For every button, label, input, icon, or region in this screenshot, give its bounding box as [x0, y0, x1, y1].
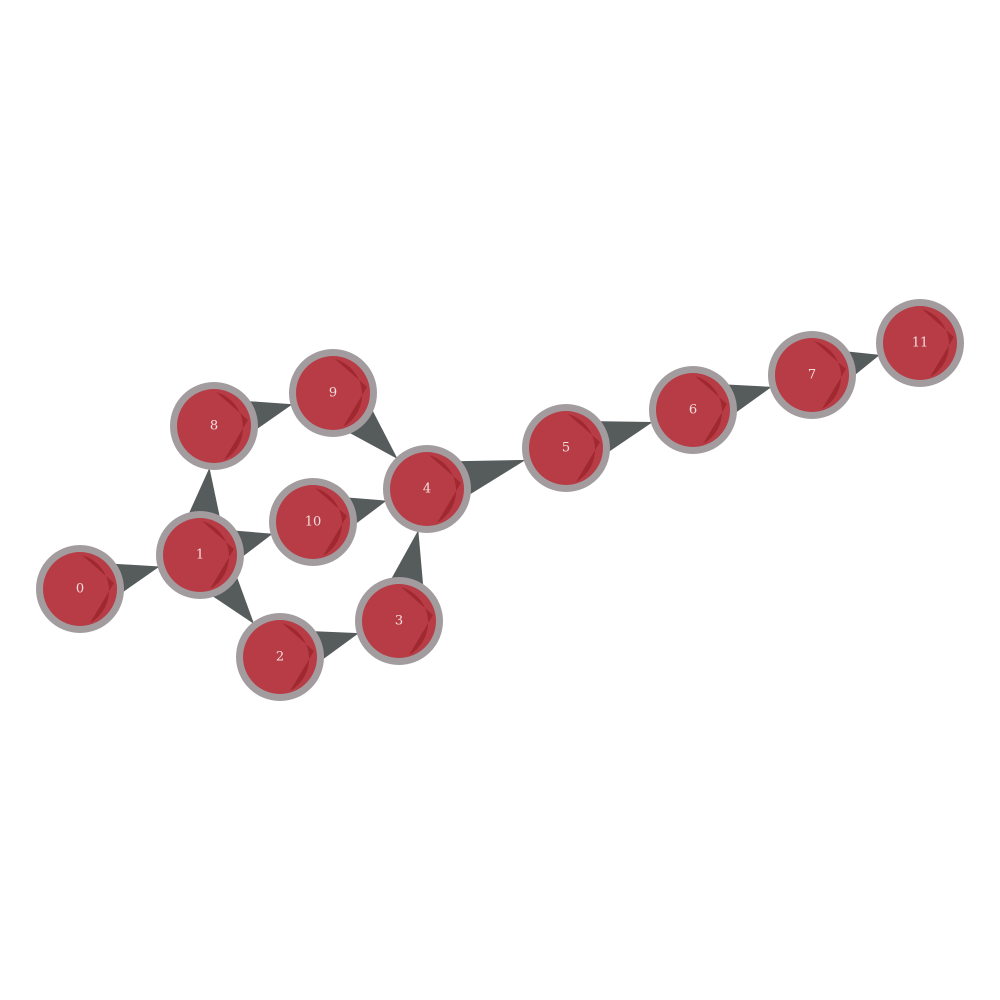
node-10[interactable]: 10 [269, 478, 357, 566]
node-label: 3 [395, 614, 403, 629]
node-shade [82, 555, 114, 623]
node-6[interactable]: 6 [649, 366, 737, 454]
node-shade [814, 341, 846, 409]
node-label: 7 [808, 368, 816, 383]
node-label: 9 [329, 386, 337, 401]
node-4[interactable]: 4 [383, 445, 471, 533]
node-body [883, 306, 957, 380]
node-1[interactable]: 1 [156, 511, 244, 599]
node-label: 0 [76, 582, 84, 597]
node-body [163, 518, 237, 592]
node-shade [202, 521, 234, 589]
node-body [362, 584, 436, 658]
node-label: 11 [912, 336, 929, 351]
node-shade [429, 455, 461, 523]
node-11[interactable]: 11 [876, 299, 964, 387]
node-shade [282, 623, 314, 691]
node-shade [922, 309, 954, 377]
node-shade [315, 488, 347, 556]
nodes-layer: 0 1 2 3 4 5 6 7 8 9 10 11 [36, 299, 964, 701]
node-body [243, 620, 317, 694]
node-shade [568, 414, 600, 482]
node-body [775, 338, 849, 412]
node-shade [401, 587, 433, 655]
node-body [276, 485, 350, 559]
node-body [656, 373, 730, 447]
node-body [43, 552, 117, 626]
node-label: 5 [562, 441, 570, 456]
node-shade [695, 376, 727, 444]
node-7[interactable]: 7 [768, 331, 856, 419]
node-body [177, 389, 251, 463]
node-label: 10 [305, 515, 322, 530]
node-shade [216, 392, 248, 460]
node-label: 2 [276, 650, 284, 665]
node-label: 8 [210, 419, 218, 434]
node-0[interactable]: 0 [36, 545, 124, 633]
node-2[interactable]: 2 [236, 613, 324, 701]
node-5[interactable]: 5 [522, 404, 610, 492]
node-8[interactable]: 8 [170, 382, 258, 470]
node-label: 6 [689, 403, 697, 418]
node-body [296, 356, 370, 430]
node-9[interactable]: 9 [289, 349, 377, 437]
node-body [390, 452, 464, 526]
node-label: 1 [196, 548, 204, 563]
node-3[interactable]: 3 [355, 577, 443, 665]
node-label: 4 [423, 482, 431, 497]
node-shade [335, 359, 367, 427]
node-body [529, 411, 603, 485]
